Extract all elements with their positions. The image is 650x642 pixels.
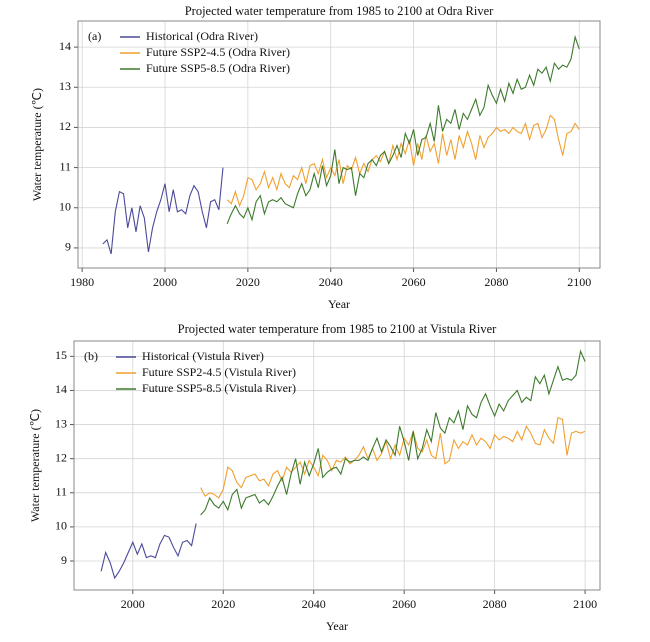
x-tick-label: 2020 [211, 597, 235, 611]
y-tick-label: 14 [55, 382, 67, 396]
y-tick-label: 13 [59, 79, 71, 93]
x-tick-label: 2040 [302, 597, 326, 611]
x-tick-label: 1980 [70, 275, 94, 289]
y-axis-label: Water temperature (℃) [28, 409, 42, 522]
y-tick-label: 11 [59, 159, 71, 173]
legend-label: Future SSP2-4.5 (Odra River) [146, 45, 290, 59]
series-line [200, 349, 586, 516]
x-tick-label: 2040 [319, 275, 343, 289]
panel-label: (b) [84, 349, 98, 363]
legend-label: Future SSP5-8.5 (Odra River) [146, 61, 290, 75]
y-tick-label: 14 [59, 39, 71, 53]
x-tick-label: 2100 [573, 597, 597, 611]
x-tick-label: 2080 [484, 275, 508, 289]
legend-label: Future SSP2-4.5 (Vistula River) [142, 365, 296, 379]
series-line [226, 34, 580, 225]
chart-title: Projected water temperature from 1985 to… [185, 4, 494, 18]
x-tick-label: 2060 [402, 275, 426, 289]
x-axis-label: Year [328, 297, 350, 311]
plot-frame [77, 20, 601, 269]
x-axis-label: Year [326, 619, 348, 633]
y-tick-label: 12 [59, 119, 71, 133]
y-tick-label: 13 [55, 416, 67, 430]
y-tick-label: 15 [55, 348, 67, 362]
y-tick-label: 9 [61, 553, 67, 567]
series-line [100, 523, 197, 580]
legend-label: Historical (Vistula River) [142, 349, 264, 363]
series-line [102, 167, 224, 255]
x-tick-label: 2080 [483, 597, 507, 611]
legend-label: Historical (Odra River) [146, 29, 258, 43]
chart-title: Projected water temperature from 1985 to… [178, 322, 498, 336]
y-tick-label: 9 [65, 240, 71, 254]
y-tick-label: 10 [55, 519, 67, 533]
x-tick-label: 2000 [153, 275, 177, 289]
series-line [200, 417, 586, 499]
series-line [226, 114, 580, 208]
x-tick-label: 2020 [236, 275, 260, 289]
y-tick-label: 11 [55, 485, 67, 499]
y-tick-label: 10 [59, 200, 71, 214]
y-axis-label: Water temperature (℃) [30, 88, 44, 201]
legend-label: Future SSP5-8.5 (Vistula River) [142, 381, 296, 395]
y-tick-label: 12 [55, 450, 67, 464]
panel-label: (a) [88, 29, 101, 43]
x-tick-label: 2100 [567, 275, 591, 289]
x-tick-label: 2060 [392, 597, 416, 611]
x-tick-label: 2000 [121, 597, 145, 611]
plot-frame [73, 340, 601, 591]
